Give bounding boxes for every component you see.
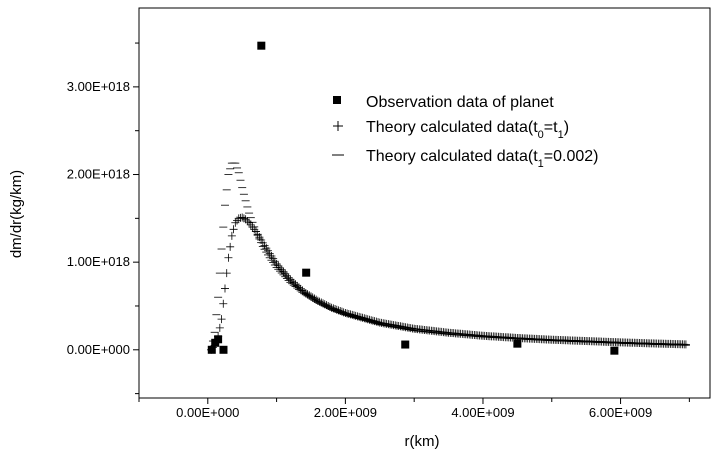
legend-label-theory-t1: Theory calculated data(t1=0.002)	[366, 148, 599, 170]
x-tick-label: 6.00E+009	[589, 405, 652, 420]
theory-t0-point	[272, 259, 281, 268]
theory-t0-point	[231, 218, 240, 227]
theory-t0-point	[294, 283, 303, 292]
observation-point	[257, 41, 266, 50]
legend: Observation data of planet Theory calcul…	[332, 94, 599, 170]
observation-point	[219, 345, 228, 354]
theory-t0-point	[245, 218, 254, 227]
x-tick-label: 4.00E+009	[451, 405, 514, 420]
theory-t0-point	[227, 231, 236, 240]
theory-t0-point	[208, 343, 217, 352]
theory-t0-point	[224, 253, 233, 262]
y-tick-label: 3.00E+018	[67, 79, 130, 94]
theory-t0-point	[279, 267, 288, 276]
series-1	[207, 213, 690, 354]
theory-t0-point	[215, 323, 224, 332]
y-tick-label: 0.00E+000	[67, 342, 130, 357]
legend-label-theory-t0-main: Theory calculated data(t	[366, 119, 538, 136]
legend-label-theory-t1-sub1: 1	[538, 158, 544, 170]
x-tick-label: 2.00E+009	[314, 405, 377, 420]
y-axis: 0.00E+000 1.00E+018 2.00E+018 3.00E+018	[67, 42, 139, 395]
legend-label-theory-t0: Theory calculated data(t0=t1)	[366, 119, 569, 141]
theory-t0-point	[276, 263, 285, 272]
theory-t0-point	[220, 284, 229, 293]
theory-t0-point	[214, 332, 223, 341]
theory-t0-point	[274, 261, 283, 270]
legend-label-theory-t0-eq: =t	[544, 119, 558, 136]
theory-t0-point	[681, 340, 690, 349]
theory-t0-point	[238, 213, 247, 222]
legend-label-theory-t0-sub1: 0	[538, 129, 544, 141]
legend-label-theory-t1-rest: =0.002)	[544, 148, 599, 165]
theory-t0-point	[219, 299, 228, 308]
theory-t0-point	[222, 269, 231, 278]
x-tick-label: 0.00E+000	[176, 405, 239, 420]
legend-marker-observation	[333, 96, 341, 104]
observation-point	[302, 268, 311, 277]
observation-point	[610, 346, 619, 355]
plot-border	[138, 7, 711, 399]
theory-t0-point	[243, 216, 252, 225]
y-tick-label: 1.00E+018	[67, 254, 130, 269]
theory-t0-point	[241, 215, 250, 224]
legend-label-theory-t0-close: )	[564, 119, 569, 136]
theory-t0-point	[296, 284, 305, 293]
legend-label-theory-t0-sub2: 1	[558, 129, 564, 141]
y-axis-title: dm/dr(kg/km)	[8, 170, 25, 258]
theory-t0-point	[226, 242, 235, 251]
observation-point	[401, 340, 410, 349]
x-axis: 0.00E+000 2.00E+009 4.00E+009 6.00E+009	[138, 398, 690, 420]
data-marks	[207, 41, 690, 355]
theory-t0-point	[236, 213, 245, 222]
theory-t0-point	[277, 265, 286, 274]
legend-label-observation: Observation data of planet	[366, 94, 554, 111]
series-2	[207, 162, 690, 351]
plot-frame	[138, 7, 711, 399]
theory-t0-point	[229, 225, 238, 234]
legend-label-theory-t1-main: Theory calculated data(t	[366, 148, 538, 165]
legend-marker-theory-t0	[333, 121, 343, 131]
y-tick-label: 2.00E+018	[67, 167, 130, 182]
observation-point	[513, 339, 522, 348]
theory-t0-point	[210, 341, 219, 350]
theory-t0-point	[217, 315, 226, 324]
series-0	[207, 41, 619, 355]
x-axis-title: r(km)	[405, 433, 440, 450]
theory-t0-point	[293, 281, 302, 290]
